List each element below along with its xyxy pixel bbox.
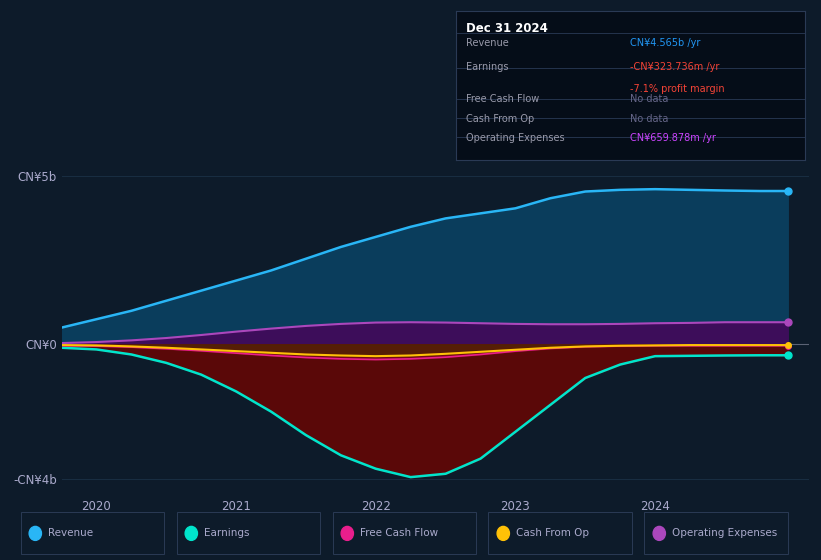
- Text: Revenue: Revenue: [48, 529, 93, 538]
- Text: No data: No data: [631, 94, 668, 104]
- Text: No data: No data: [631, 114, 668, 124]
- Text: -7.1% profit margin: -7.1% profit margin: [631, 84, 725, 94]
- Text: Operating Expenses: Operating Expenses: [672, 529, 777, 538]
- Text: Operating Expenses: Operating Expenses: [466, 133, 565, 143]
- Text: Earnings: Earnings: [466, 62, 509, 72]
- Text: -CN¥323.736m /yr: -CN¥323.736m /yr: [631, 62, 719, 72]
- Text: Free Cash Flow: Free Cash Flow: [466, 94, 539, 104]
- Text: Cash From Op: Cash From Op: [516, 529, 589, 538]
- Text: CN¥4.565b /yr: CN¥4.565b /yr: [631, 38, 700, 48]
- Text: Free Cash Flow: Free Cash Flow: [360, 529, 438, 538]
- Text: Revenue: Revenue: [466, 38, 509, 48]
- Text: Earnings: Earnings: [204, 529, 249, 538]
- Text: Dec 31 2024: Dec 31 2024: [466, 22, 548, 35]
- Text: Cash From Op: Cash From Op: [466, 114, 534, 124]
- Text: CN¥659.878m /yr: CN¥659.878m /yr: [631, 133, 716, 143]
